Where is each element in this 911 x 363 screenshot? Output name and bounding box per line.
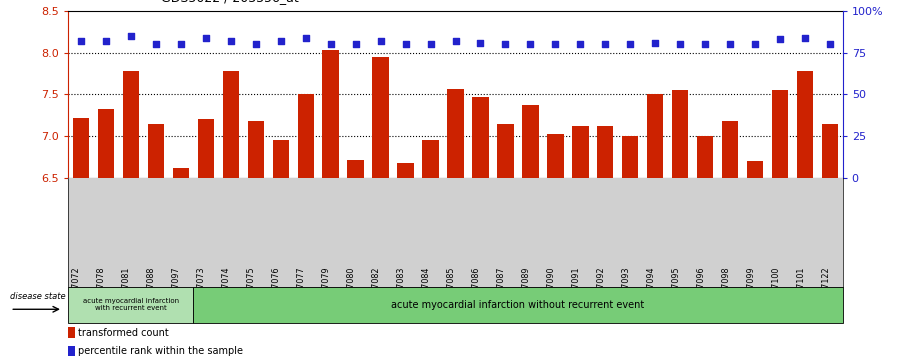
Point [723, 41, 738, 47]
Point [523, 41, 537, 47]
Bar [248, 121, 264, 178]
Point [348, 41, 363, 47]
Point [74, 38, 88, 44]
Point [173, 41, 188, 47]
Point [148, 41, 163, 47]
Bar [672, 90, 689, 178]
Bar [473, 97, 488, 178]
Point [648, 40, 662, 45]
Point [448, 38, 463, 44]
Point [773, 36, 787, 42]
Bar [397, 163, 414, 178]
Point [98, 38, 113, 44]
Bar [222, 71, 239, 178]
Point [798, 35, 813, 41]
Point [298, 35, 312, 41]
Point [498, 41, 513, 47]
Point [599, 41, 613, 47]
Bar [647, 94, 663, 178]
Point [124, 33, 138, 39]
Bar [447, 89, 464, 178]
Point [424, 41, 438, 47]
Bar [272, 140, 289, 178]
Bar [423, 140, 438, 178]
Bar [347, 159, 363, 178]
Bar [797, 71, 814, 178]
Point [223, 38, 238, 44]
Point [623, 41, 638, 47]
Bar [722, 121, 739, 178]
Bar [373, 57, 389, 178]
Bar [68, 346, 75, 356]
Point [398, 41, 413, 47]
Text: acute myocardial infarction without recurrent event: acute myocardial infarction without recu… [392, 300, 645, 310]
Text: GDS5022 / 203356_at: GDS5022 / 203356_at [161, 0, 299, 4]
Point [374, 38, 388, 44]
Point [199, 35, 213, 41]
Bar [822, 123, 838, 178]
Bar [598, 126, 613, 178]
Point [573, 41, 588, 47]
Bar [68, 287, 193, 323]
Point [323, 41, 338, 47]
Point [473, 40, 487, 45]
Text: acute myocardial infarction
with recurrent event: acute myocardial infarction with recurre… [83, 298, 179, 311]
Bar [198, 119, 214, 178]
Bar [123, 71, 138, 178]
Bar [522, 105, 538, 178]
Text: transformed count: transformed count [77, 328, 169, 338]
Bar [68, 327, 75, 338]
Bar [73, 118, 89, 178]
Text: disease state: disease state [10, 293, 66, 301]
Bar [747, 161, 763, 178]
Bar [572, 126, 589, 178]
Bar [548, 134, 564, 178]
Bar [172, 168, 189, 178]
Bar [622, 136, 639, 178]
Point [748, 41, 763, 47]
Bar [697, 136, 713, 178]
Point [273, 38, 288, 44]
Text: percentile rank within the sample: percentile rank within the sample [77, 346, 242, 356]
Bar [97, 109, 114, 178]
Bar [773, 90, 788, 178]
Point [249, 41, 263, 47]
Bar [497, 123, 514, 178]
Bar [298, 94, 313, 178]
Bar [193, 287, 843, 323]
Point [698, 41, 712, 47]
Point [823, 41, 837, 47]
Point [673, 41, 688, 47]
Bar [148, 123, 164, 178]
Bar [322, 50, 339, 178]
Point [548, 41, 563, 47]
